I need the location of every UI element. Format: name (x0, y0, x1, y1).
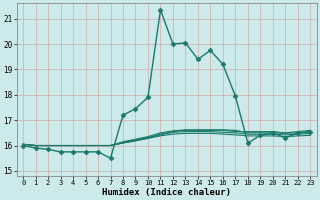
X-axis label: Humidex (Indice chaleur): Humidex (Indice chaleur) (102, 188, 231, 197)
